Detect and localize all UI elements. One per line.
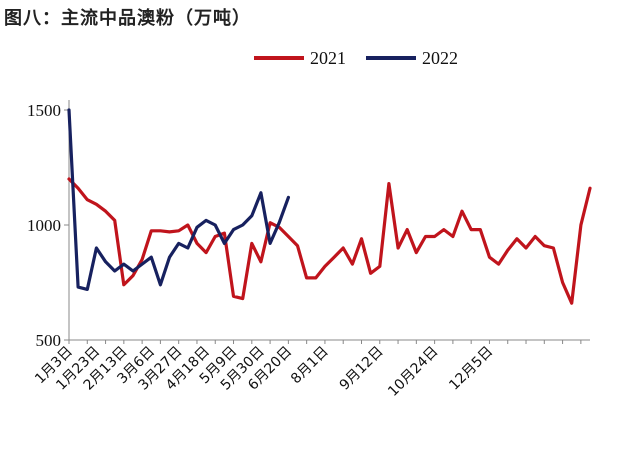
series-line-2022 (67, 108, 290, 291)
y-tick-label: 1500 (27, 101, 61, 120)
x-tick-label: 10月24日 (385, 344, 441, 400)
chart-title: 图八：主流中品澳粉（万吨） (4, 8, 251, 29)
x-tick-label: 8月1日 (288, 344, 332, 388)
legend: 2021 2022 (254, 48, 458, 68)
x-tick-label: 12月5日 (446, 344, 496, 394)
y-tick-label: 1000 (27, 216, 61, 235)
series-line-2021 (67, 177, 592, 305)
legend-label-2022: 2022 (422, 48, 458, 68)
series-layer (67, 108, 592, 305)
x-tick-label: 9月12日 (337, 344, 387, 394)
legend-label-2021: 2021 (310, 48, 346, 68)
axes: 500100015001月3日1月23日2月13日3月6日3月27日4月18日5… (27, 100, 590, 400)
y-tick-label: 500 (36, 331, 62, 350)
